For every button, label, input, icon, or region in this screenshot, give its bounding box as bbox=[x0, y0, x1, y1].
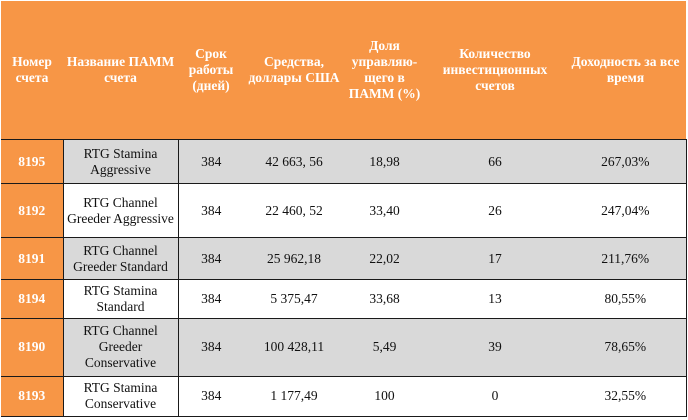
table-row: 8190 RTG Channel Greeder Conservative 38… bbox=[1, 317, 687, 377]
total-return-cell: 211,76% bbox=[565, 237, 687, 280]
duration-cell: 384 bbox=[178, 375, 244, 418]
account-number-cell: 8191 bbox=[1, 237, 63, 280]
manager-share-cell: 5,49 bbox=[344, 317, 425, 377]
table-header-row: Номер счета Название ПАММ счета Срок раб… bbox=[1, 1, 686, 140]
header-total-return: Доходность за все время bbox=[565, 1, 686, 140]
funds-cell: 25 962,18 bbox=[244, 237, 344, 280]
manager-share-cell: 100 bbox=[344, 375, 425, 418]
manager-share-cell: 18,98 bbox=[344, 138, 425, 184]
funds-cell: 1 177,49 bbox=[244, 375, 344, 418]
funds-cell: 42 663, 56 bbox=[244, 138, 344, 184]
table-row: 8192 RTG Channel Greeder Aggressive 384 … bbox=[1, 183, 687, 238]
account-number-cell: 8193 bbox=[1, 375, 63, 418]
investor-count-cell: 26 bbox=[425, 183, 565, 238]
funds-cell: 100 428,11 bbox=[244, 317, 344, 377]
account-number-cell: 8194 bbox=[1, 279, 63, 319]
account-name-cell: RTG Channel Greeder Aggressive bbox=[62, 183, 179, 238]
total-return-cell: 32,55% bbox=[565, 375, 687, 418]
account-number-cell: 8190 bbox=[1, 317, 63, 377]
total-return-cell: 78,65% bbox=[565, 317, 687, 377]
account-name-cell: RTG Stamina Conservative bbox=[62, 375, 179, 418]
account-number-cell: 8195 bbox=[1, 138, 63, 184]
total-return-cell: 247,04% bbox=[565, 183, 687, 238]
header-account-number: Номер счета bbox=[1, 1, 63, 140]
duration-cell: 384 bbox=[178, 317, 244, 377]
investor-count-cell: 66 bbox=[425, 138, 565, 184]
account-name-cell: RTG Channel Greeder Conservative bbox=[62, 317, 179, 377]
account-name-cell: RTG Stamina Aggressive bbox=[62, 138, 179, 184]
investor-count-cell: 17 bbox=[425, 237, 565, 280]
total-return-cell: 80,55% bbox=[565, 279, 687, 319]
table-row: 8195 RTG Stamina Aggressive 384 42 663, … bbox=[1, 138, 687, 184]
duration-cell: 384 bbox=[178, 237, 244, 280]
manager-share-cell: 33,68 bbox=[344, 279, 425, 319]
duration-cell: 384 bbox=[178, 183, 244, 238]
manager-share-cell: 33,40 bbox=[344, 183, 425, 238]
header-duration-days: Срок работы (дней) bbox=[178, 1, 244, 140]
table-row: 8194 RTG Stamina Standard 384 5 375,47 3… bbox=[1, 279, 687, 319]
header-manager-share: Доля управляю-щего в ПАММ (%) bbox=[344, 1, 425, 140]
header-funds-usd: Средства, доллары США bbox=[244, 1, 344, 140]
manager-share-cell: 22,02 bbox=[344, 237, 425, 280]
account-name-cell: RTG Stamina Standard bbox=[62, 279, 179, 319]
investor-count-cell: 13 bbox=[425, 279, 565, 319]
account-number-cell: 8192 bbox=[1, 183, 63, 238]
table-row: 8191 RTG Channel Greeder Standard 384 25… bbox=[1, 237, 687, 280]
total-return-cell: 267,03% bbox=[565, 138, 687, 184]
account-name-cell: RTG Channel Greeder Standard bbox=[62, 237, 179, 280]
duration-cell: 384 bbox=[178, 138, 244, 184]
header-account-name: Название ПАММ счета bbox=[63, 1, 178, 140]
table-row: 8193 RTG Stamina Conservative 384 1 177,… bbox=[1, 375, 687, 418]
header-investor-count: Количество инвестиционных счетов bbox=[425, 1, 565, 140]
funds-cell: 22 460, 52 bbox=[244, 183, 344, 238]
duration-cell: 384 bbox=[178, 279, 244, 319]
investor-count-cell: 0 bbox=[425, 375, 565, 418]
funds-cell: 5 375,47 bbox=[244, 279, 344, 319]
investor-count-cell: 39 bbox=[425, 317, 565, 377]
